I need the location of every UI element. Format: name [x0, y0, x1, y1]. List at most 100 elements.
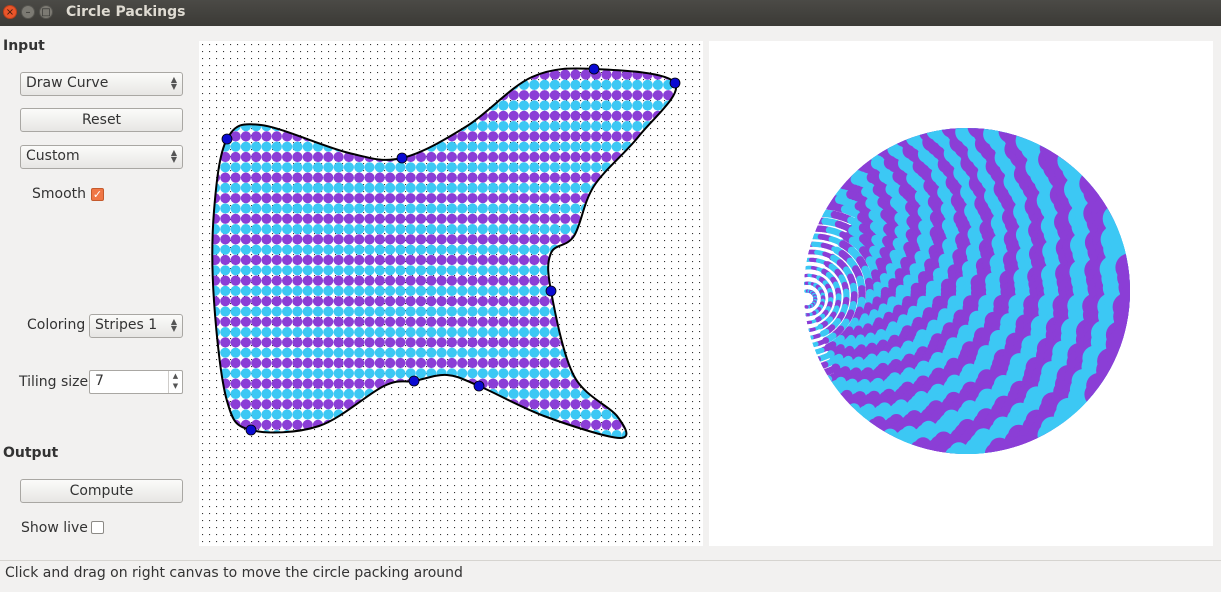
- tile-circle: [580, 69, 591, 80]
- control-point[interactable]: [473, 380, 485, 392]
- tile-circle: [467, 234, 478, 245]
- show-live-checkbox[interactable]: [91, 521, 104, 534]
- minimize-icon[interactable]: –: [21, 5, 35, 19]
- tile-circle: [354, 316, 365, 327]
- tile-circle: [374, 182, 385, 193]
- tile-circle: [230, 296, 241, 307]
- tile-circle: [354, 296, 365, 307]
- tile-circle: [364, 378, 375, 389]
- input-canvas-svg[interactable]: [199, 41, 703, 546]
- tile-circle: [385, 265, 396, 276]
- packing-circle: [804, 313, 807, 317]
- tile-circle: [591, 151, 602, 163]
- tile-circle: [230, 388, 241, 399]
- tile-circle: [467, 151, 478, 163]
- tile-circle: [549, 234, 560, 245]
- tile-circle: [302, 224, 313, 235]
- tile-circle: [282, 265, 293, 276]
- tile-circle: [292, 193, 303, 204]
- input-canvas[interactable]: [199, 41, 703, 546]
- tile-circle: [333, 203, 344, 214]
- control-point[interactable]: [221, 133, 233, 145]
- tile-circle: [560, 121, 571, 132]
- tile-circle: [508, 368, 519, 379]
- control-point[interactable]: [396, 152, 408, 164]
- tile-circle: [601, 151, 612, 163]
- tile-circle: [518, 203, 530, 214]
- tile-circle: [415, 347, 427, 358]
- tile-circle: [220, 254, 231, 266]
- tile-circle: [570, 409, 581, 420]
- mode-select[interactable]: Draw Curve ▲ ▼: [20, 72, 183, 96]
- tile-circle: [240, 285, 251, 296]
- tile-circle: [251, 409, 262, 420]
- tile-circle: [364, 182, 375, 193]
- reset-button[interactable]: Reset: [20, 108, 183, 132]
- circle-packing[interactable]: [801, 116, 1147, 468]
- control-point[interactable]: [245, 424, 257, 436]
- tile-circle: [560, 79, 571, 90]
- tile-circle: [323, 244, 334, 255]
- tile-circle: [663, 90, 674, 101]
- tile-circle: [415, 368, 427, 379]
- tile-circle: [220, 296, 231, 307]
- tile-circle: [457, 347, 468, 358]
- tile-circle: [446, 275, 457, 286]
- tile-circle: [436, 347, 447, 358]
- tile-circle: [426, 327, 437, 338]
- tile-circle: [415, 275, 427, 286]
- coloring-select[interactable]: Stripes 1 ▲ ▼: [89, 314, 183, 338]
- tile-circle: [405, 296, 416, 307]
- tile-circle: [292, 337, 303, 348]
- output-canvas[interactable]: [709, 41, 1213, 546]
- tile-circle: [436, 244, 447, 255]
- tile-circle: [312, 296, 324, 307]
- tile-circle: [426, 275, 437, 286]
- control-points[interactable]: [221, 63, 681, 436]
- spin-arrows-icon[interactable]: ▲ ▼: [168, 371, 182, 393]
- tile-circle: [354, 368, 365, 379]
- tile-circle: [529, 337, 540, 348]
- tile-circle: [251, 265, 262, 276]
- tile-circle: [261, 316, 272, 327]
- tiling-size-spinbox[interactable]: 7 ▲ ▼: [89, 370, 183, 394]
- tile-circle: [240, 357, 251, 369]
- tile-circle: [333, 151, 344, 163]
- tile-circle: [642, 79, 653, 90]
- output-canvas-svg[interactable]: [709, 41, 1213, 546]
- tile-circle: [333, 172, 344, 183]
- tile-circle: [549, 121, 560, 132]
- tile-circle: [323, 151, 334, 163]
- control-point[interactable]: [545, 285, 557, 297]
- maximize-icon[interactable]: □: [39, 5, 53, 19]
- tile-circle: [457, 213, 468, 224]
- tile-circle: [271, 296, 282, 307]
- tile-circle: [467, 275, 478, 286]
- tile-circle: [498, 224, 509, 235]
- tile-circle: [271, 193, 282, 204]
- tile-circle: [488, 316, 499, 327]
- tile-circle: [488, 244, 499, 255]
- tile-circle: [395, 162, 406, 173]
- tile-circle: [385, 193, 396, 204]
- close-icon[interactable]: ×: [3, 5, 17, 19]
- shape-select[interactable]: Custom ▲ ▼: [20, 145, 183, 169]
- tile-circle: [302, 399, 313, 410]
- tile-circle: [529, 151, 540, 163]
- tile-circle: [364, 285, 375, 296]
- tile-circle: [251, 285, 262, 296]
- tile-circle: [405, 337, 416, 348]
- tile-circle: [529, 368, 540, 379]
- tile-circle: [477, 368, 488, 379]
- tile-circle: [498, 182, 509, 193]
- tile-circle: [251, 141, 262, 152]
- tile-circle: [261, 244, 272, 255]
- control-point[interactable]: [588, 63, 600, 75]
- smooth-checkbox[interactable]: ✓: [91, 188, 104, 201]
- tile-circle: [292, 285, 303, 296]
- tile-circle: [251, 213, 262, 224]
- compute-button[interactable]: Compute: [20, 479, 183, 503]
- control-point[interactable]: [669, 77, 681, 89]
- tile-circle: [343, 388, 354, 399]
- control-point[interactable]: [408, 375, 420, 387]
